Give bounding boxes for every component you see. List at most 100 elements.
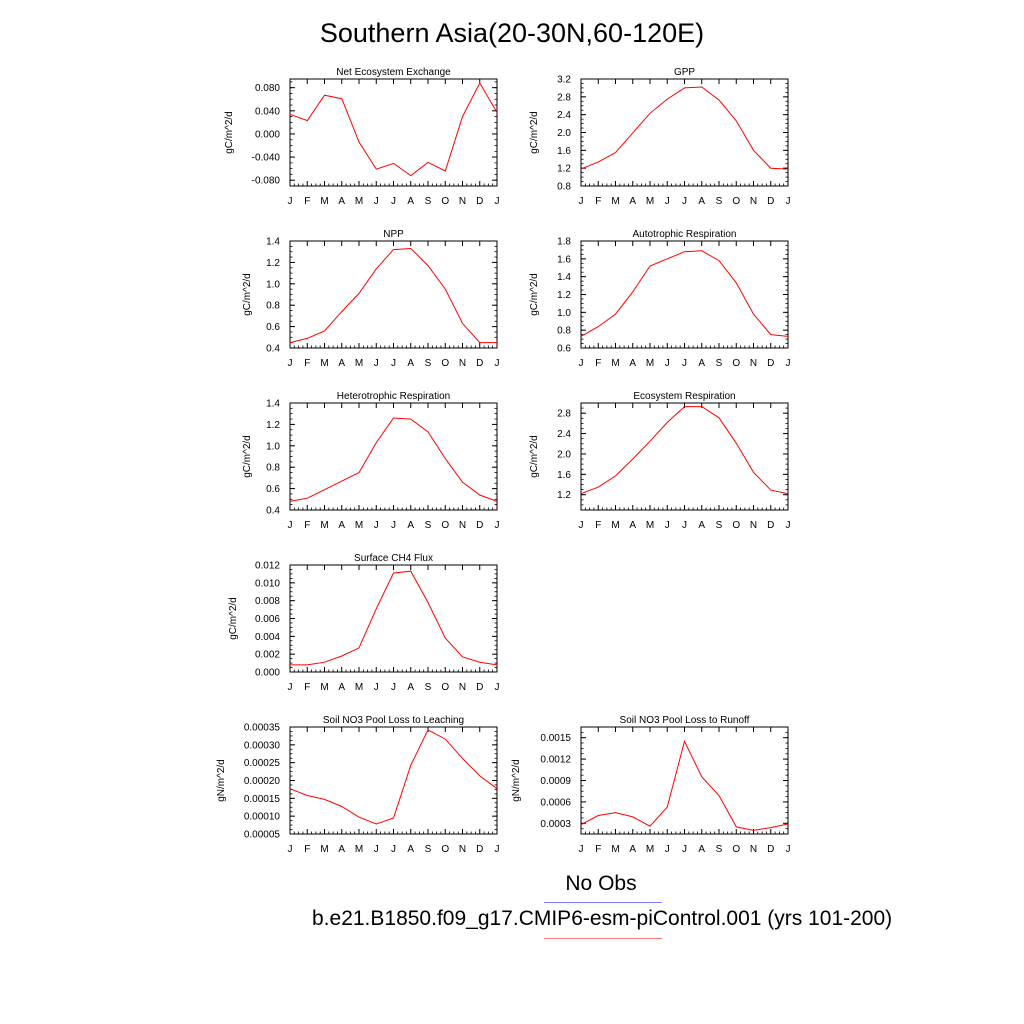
- x-tick-label: J: [665, 844, 670, 855]
- x-tick-label: O: [732, 844, 740, 855]
- y-tick-label: 1.4: [557, 272, 571, 283]
- panel-title: Soil NO3 Pool Loss to Runoff: [620, 715, 750, 726]
- x-tick-label: D: [476, 520, 483, 531]
- x-tick-label: S: [716, 196, 723, 207]
- x-tick-label: D: [767, 844, 774, 855]
- x-tick-label: M: [646, 196, 654, 207]
- panel-frame: [289, 402, 498, 511]
- x-tick-label: J: [579, 844, 584, 855]
- y-tick-label: 0.8: [266, 301, 280, 312]
- y-tick-label: 2.8: [557, 409, 571, 420]
- x-tick-label: D: [476, 844, 483, 855]
- x-tick-label: J: [495, 682, 500, 693]
- x-tick-label: J: [374, 358, 379, 369]
- x-tick-label: N: [459, 520, 466, 531]
- x-tick-label: A: [407, 844, 414, 855]
- x-tick-label: J: [682, 520, 687, 531]
- panel-title: NPP: [383, 229, 404, 240]
- legend-model-label: b.e21.B1850.f09_g17.CMIP6-esm-piControl.…: [312, 907, 893, 930]
- x-tick-label: F: [304, 682, 310, 693]
- panel-frame: [580, 240, 789, 349]
- y-axis-label: gC/m^2/d: [529, 273, 540, 316]
- x-tick-label: A: [338, 520, 345, 531]
- y-tick-label: 0.6: [266, 484, 280, 495]
- x-tick-label: M: [611, 196, 619, 207]
- x-tick-label: M: [355, 844, 363, 855]
- x-tick-label: A: [407, 682, 414, 693]
- y-tick-label: 0.00010: [244, 812, 281, 823]
- y-tick-label: 1.2: [557, 164, 571, 175]
- x-tick-label: M: [646, 520, 654, 531]
- y-tick-label: 0.8: [557, 182, 571, 193]
- y-tick-label: 1.4: [266, 399, 280, 410]
- y-tick-label: 0.00015: [244, 794, 281, 805]
- x-tick-label: A: [629, 358, 636, 369]
- x-tick-label: J: [391, 844, 396, 855]
- x-tick-label: A: [629, 844, 636, 855]
- x-tick-label: A: [407, 196, 414, 207]
- series-line: [289, 247, 497, 344]
- figure-title: Southern Asia(20-30N,60-120E): [319, 18, 705, 48]
- x-tick-label: O: [732, 520, 740, 531]
- y-tick-label: 0.00005: [244, 830, 281, 841]
- x-tick-label: M: [611, 520, 619, 531]
- y-axis-label: gC/m^2/d: [529, 435, 540, 478]
- x-tick-label: J: [374, 844, 379, 855]
- x-tick-label: S: [716, 520, 723, 531]
- x-tick-label: S: [425, 358, 432, 369]
- series-line: [290, 570, 498, 666]
- x-tick-label: S: [425, 520, 432, 531]
- x-tick-label: N: [459, 196, 466, 207]
- x-tick-label: D: [476, 682, 483, 693]
- x-tick-label: M: [611, 844, 619, 855]
- x-tick-label: A: [698, 196, 705, 207]
- y-axis-label: gC/m^2/d: [242, 435, 253, 478]
- x-tick-label: S: [425, 682, 432, 693]
- x-tick-label: D: [767, 358, 774, 369]
- x-tick-label: J: [665, 520, 670, 531]
- x-tick-label: M: [355, 520, 363, 531]
- y-tick-label: 1.0: [266, 441, 280, 452]
- y-tick-label: 3.2: [557, 75, 571, 86]
- x-tick-label: N: [750, 358, 757, 369]
- x-tick-label: M: [320, 358, 328, 369]
- x-tick-label: A: [629, 520, 636, 531]
- x-tick-label: J: [374, 682, 379, 693]
- x-tick-label: J: [579, 520, 584, 531]
- x-tick-label: J: [786, 196, 791, 207]
- x-tick-label: J: [579, 358, 584, 369]
- x-tick-label: F: [595, 358, 601, 369]
- y-tick-label: 1.2: [557, 290, 571, 301]
- y-tick-label: 0.0012: [540, 755, 571, 766]
- y-tick-label: 2.8: [557, 92, 571, 103]
- x-tick-label: M: [355, 358, 363, 369]
- x-tick-label: F: [595, 196, 601, 207]
- x-tick-label: J: [786, 520, 791, 531]
- x-tick-label: J: [682, 196, 687, 207]
- x-tick-label: O: [441, 682, 449, 693]
- y-tick-label: 0.00025: [244, 758, 281, 769]
- x-tick-label: M: [355, 196, 363, 207]
- legend-model-line: [544, 938, 662, 939]
- x-tick-label: M: [320, 196, 328, 207]
- x-tick-label: J: [786, 358, 791, 369]
- panel-frame: [580, 78, 789, 187]
- legend-obs-line: [544, 902, 662, 903]
- x-tick-label: A: [338, 682, 345, 693]
- x-tick-label: O: [732, 196, 740, 207]
- x-tick-label: J: [374, 196, 379, 207]
- y-tick-label: 1.6: [557, 254, 571, 265]
- y-tick-label: 0.080: [255, 83, 280, 94]
- x-tick-label: M: [320, 844, 328, 855]
- y-tick-label: 1.0: [557, 308, 571, 319]
- y-tick-label: -0.080: [252, 176, 281, 187]
- y-tick-label: 0.00030: [244, 740, 281, 751]
- x-tick-label: O: [441, 844, 449, 855]
- x-tick-label: F: [595, 520, 601, 531]
- y-tick-label: 0.6: [557, 344, 571, 355]
- x-tick-label: M: [611, 358, 619, 369]
- y-tick-label: 0.002: [255, 650, 280, 661]
